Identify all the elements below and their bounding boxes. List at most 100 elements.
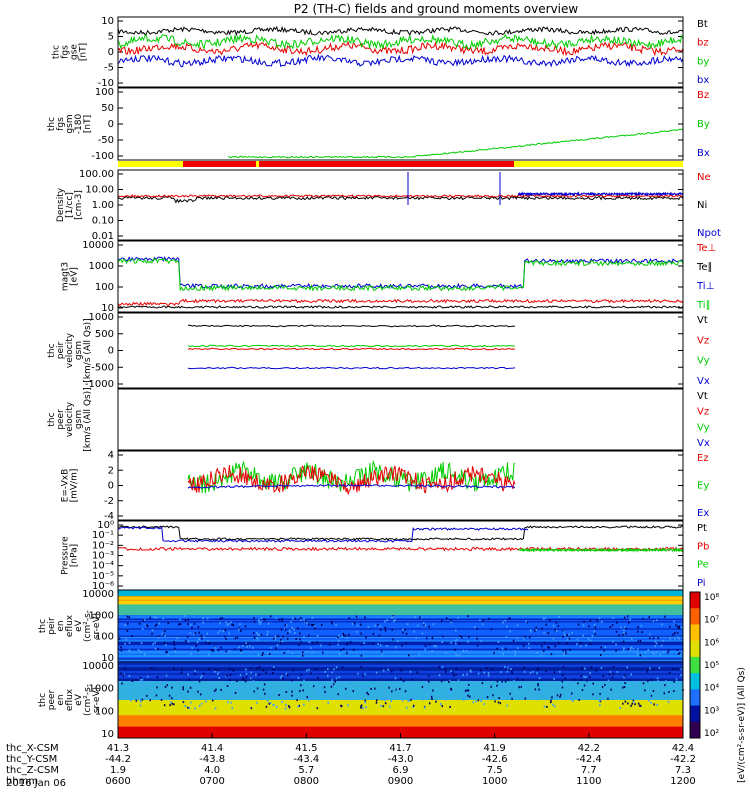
colorbar-tick: 10³ <box>704 706 719 716</box>
spectrogram-pixel <box>356 624 359 627</box>
spectrogram-band <box>118 617 683 620</box>
spectrogram-pixel <box>198 638 200 640</box>
spectrogram-pixel <box>550 701 552 704</box>
spectrogram-pixel <box>273 637 275 640</box>
spectrogram-pixel <box>287 632 289 635</box>
spectrogram-pixel <box>241 645 244 647</box>
spectrogram-pixel <box>346 643 348 646</box>
spectrogram-pixel <box>568 637 571 640</box>
spectrogram-pixel <box>440 680 443 683</box>
spectrogram-pixel <box>184 639 187 642</box>
spectrogram-pixel <box>321 624 323 626</box>
spectrogram-pixel <box>626 666 628 669</box>
spectrogram-pixel <box>475 700 477 703</box>
spectrogram-pixel <box>253 620 256 623</box>
spectrogram-pixel <box>197 626 200 629</box>
spectrogram-pixel <box>274 693 276 696</box>
spectrogram-pixel <box>391 690 393 693</box>
legend-Vy: Vy <box>697 422 710 433</box>
spectrogram-pixel <box>250 667 252 669</box>
spectrogram-pixel <box>277 635 280 638</box>
spectrogram-pixel <box>642 682 645 685</box>
spectrogram-pixel <box>629 649 632 652</box>
spectrogram-pixel <box>141 678 144 681</box>
spectrogram-pixel <box>604 684 606 686</box>
ephem-value: 41.4 <box>201 743 223 754</box>
spectrogram-pixel <box>381 698 383 701</box>
spectrogram-band <box>118 658 683 661</box>
spectrogram-band <box>118 669 683 672</box>
spectrogram-pixel <box>281 619 284 622</box>
spectrogram-pixel <box>366 691 368 694</box>
spectrogram-pixel <box>450 619 452 622</box>
spectrogram-pixel <box>603 649 605 652</box>
spectrogram-band <box>118 609 683 611</box>
spectrogram-pixel <box>400 669 403 672</box>
spectrogram-pixel <box>402 628 404 631</box>
spectrogram-pixel <box>425 689 427 692</box>
spectrogram-pixel <box>314 627 316 630</box>
spectrogram-pixel <box>562 666 565 669</box>
spectrogram-pixel <box>244 643 246 646</box>
spectrogram-pixel <box>365 636 367 639</box>
spectrogram-pixel <box>194 673 196 675</box>
spectrogram-pixel <box>245 668 247 671</box>
spectrogram-pixel <box>331 620 333 623</box>
spectrogram-band <box>118 654 683 657</box>
spectrogram-pixel <box>163 633 165 636</box>
spectrogram-pixel <box>586 679 588 682</box>
spectrogram-band <box>118 616 683 619</box>
spectrogram-pixel <box>140 676 142 679</box>
spectrogram-band <box>118 640 683 643</box>
spectrogram-pixel <box>588 625 590 628</box>
spectrogram-pixel <box>416 671 419 674</box>
spectrogram-pixel <box>245 642 247 645</box>
series-bz <box>117 40 684 57</box>
spectrogram-pixel <box>225 638 227 641</box>
spectrogram-pixel <box>391 670 393 673</box>
spectrogram-pixel <box>269 615 272 618</box>
legend-Pi: Pi <box>697 578 706 589</box>
spectrogram-band <box>118 659 683 662</box>
spectrogram-pixel <box>679 652 681 654</box>
spectrogram-pixel <box>203 636 205 639</box>
spectrogram-pixel <box>292 617 294 620</box>
spectrogram-band <box>118 638 683 640</box>
spectrogram-pixel <box>596 619 598 622</box>
spectrogram-pixel <box>338 653 341 655</box>
spectrogram-pixel <box>281 640 284 643</box>
spectrogram-pixel <box>178 697 181 700</box>
spectrogram-pixel <box>487 674 490 677</box>
spectrogram-pixel <box>673 690 675 692</box>
spectrogram-pixel <box>246 645 248 648</box>
spectrogram-pixel <box>304 620 307 623</box>
spectrogram-pixel <box>535 628 538 631</box>
series-Ez <box>187 465 516 495</box>
spectrogram-pixel <box>559 695 561 698</box>
spectrogram-pixel <box>219 617 221 620</box>
spectrogram-pixel <box>469 695 471 698</box>
spectrogram-pixel <box>445 670 447 673</box>
spectrogram-band <box>118 608 683 610</box>
spectrogram-pixel <box>585 644 587 647</box>
spectrogram-pixel <box>552 637 555 640</box>
spectrogram-pixel <box>323 686 326 689</box>
spectrogram-band <box>118 646 683 649</box>
spectrogram-pixel <box>124 668 126 670</box>
spectrogram-pixel <box>370 687 372 690</box>
spectrogram-pixel <box>157 647 159 650</box>
spectrogram-pixel <box>154 647 157 650</box>
spectrogram-band <box>118 600 683 603</box>
ytick-label: 1000 <box>89 261 114 272</box>
spectrogram-pixel <box>501 680 503 683</box>
spectrogram-pixel <box>571 631 573 634</box>
spectrogram-pixel <box>252 646 254 649</box>
spectrogram-pixel <box>431 637 434 640</box>
spectrogram-pixel <box>360 666 362 669</box>
spectrogram-pixel <box>281 617 283 620</box>
spectrogram-pixel <box>459 635 461 637</box>
spectrogram-pixel <box>316 692 319 695</box>
spectrogram-pixel <box>487 672 490 675</box>
spectrogram-pixel <box>247 642 249 645</box>
spectrogram-pixel <box>561 680 563 683</box>
